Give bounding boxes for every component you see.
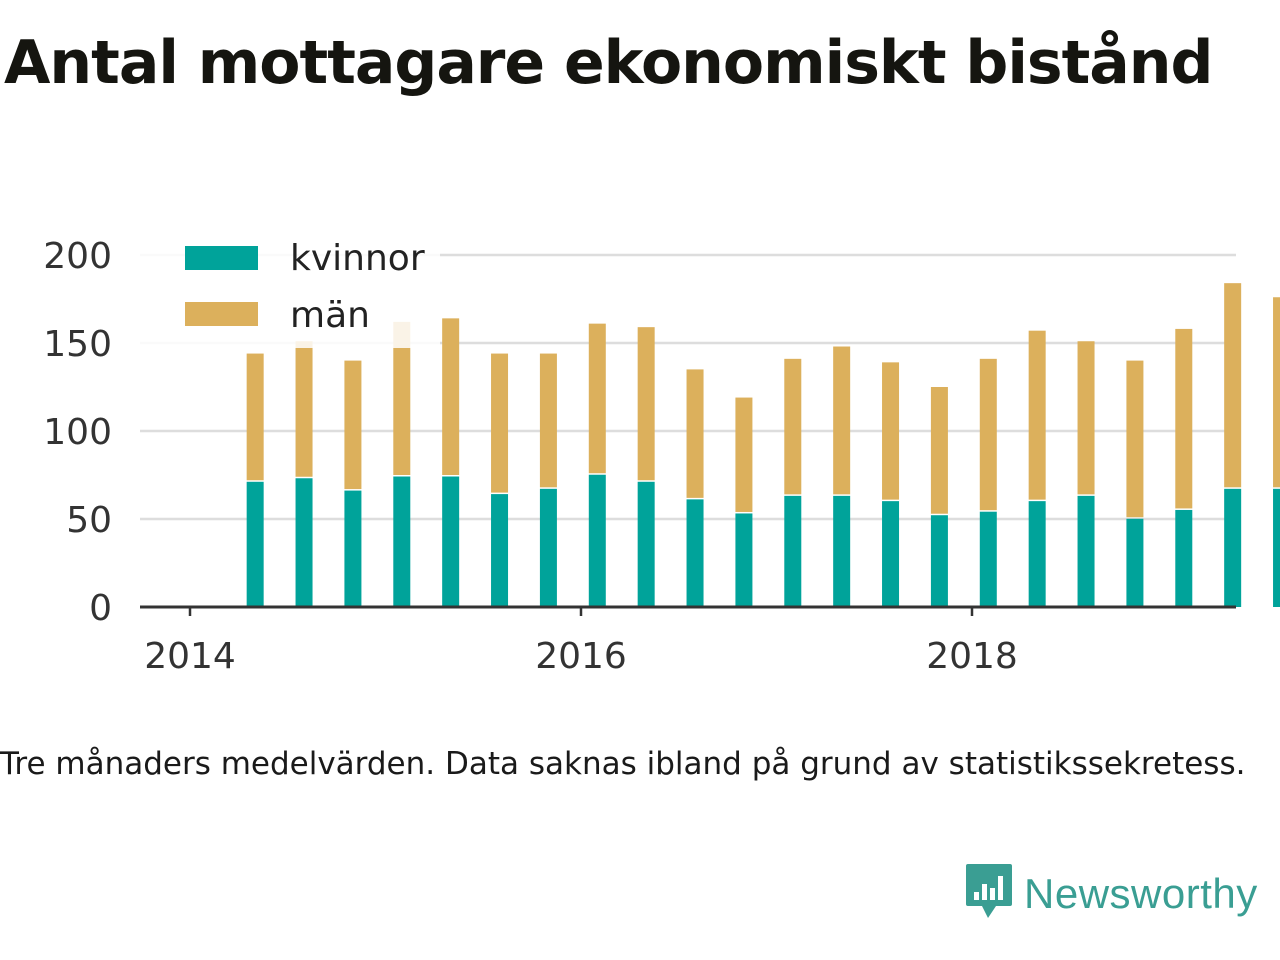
bar-kvinnor-2015-11 — [539, 488, 557, 607]
bar-man-2018-08 — [1077, 341, 1095, 495]
bar-kvinnor-2017-05 — [833, 495, 851, 607]
brand-name: Newsworthy — [1024, 870, 1258, 917]
bar-kvinnor-2016-02 — [588, 474, 606, 607]
bar-kvinnor-2018-11 — [1126, 518, 1144, 607]
bar-man-2014-11 — [344, 360, 362, 490]
x-tick-label-2014: 2014 — [144, 636, 236, 677]
bar-man-2016-08 — [686, 369, 704, 498]
bar-kvinnor-2014-11 — [344, 490, 362, 607]
legend-swatch-man — [185, 302, 258, 326]
bar-man-2017-02 — [784, 358, 802, 495]
bars — [246, 283, 1280, 607]
bar-kvinnor-2019-08 — [1273, 488, 1280, 607]
legend-swatch-kvinnor — [185, 246, 258, 270]
bar-kvinnor-2016-05 — [637, 481, 655, 607]
bar-kvinnor-2014-05 — [246, 481, 264, 607]
bar-kvinnor-2017-08 — [882, 501, 900, 607]
y-tick-label-150: 150 — [43, 324, 112, 365]
legend-label-man: män — [290, 295, 370, 336]
x-tick-label-2016: 2016 — [535, 636, 627, 677]
bar-kvinnor-2019-02 — [1175, 509, 1193, 607]
bar-man-2019-02 — [1175, 328, 1193, 509]
bar-kvinnor-2018-02 — [979, 511, 997, 607]
bar-man-2015-02 — [393, 321, 411, 475]
bar-man-2014-08 — [295, 341, 313, 477]
bar-kvinnor-2019-05 — [1224, 488, 1242, 607]
bar-kvinnor-2016-11 — [735, 513, 753, 607]
bar-kvinnor-2018-08 — [1077, 495, 1095, 607]
bar-kvinnor-2017-11 — [930, 515, 948, 607]
bar-man-2018-11 — [1126, 360, 1144, 518]
bar-kvinnor-2015-08 — [491, 494, 509, 607]
brand-logo[interactable]: Newsworthy — [964, 862, 1258, 926]
y-tick-labels: 0 50 100 150 200 — [43, 236, 112, 629]
bar-man-2017-08 — [882, 362, 900, 500]
y-tick-label-50: 50 — [66, 500, 112, 541]
bar-man-2016-05 — [637, 327, 655, 481]
bar-man-2019-08 — [1273, 297, 1280, 488]
bar-man-2015-05 — [442, 318, 460, 475]
x-tick-label-2018: 2018 — [926, 636, 1018, 677]
bar-man-2018-05 — [1028, 330, 1046, 500]
legend: kvinnor män — [140, 236, 440, 348]
bar-man-2017-11 — [930, 387, 948, 514]
chart-title: Antal mottagare ekonomiskt bistånd — [4, 28, 1213, 98]
bar-man-2018-02 — [979, 358, 997, 511]
bar-kvinnor-2015-05 — [442, 476, 460, 607]
bar-man-2015-11 — [539, 353, 557, 488]
footnote: Tre månaders medelvärden. Data saknas ib… — [0, 746, 1246, 782]
bar-kvinnor-2014-08 — [295, 478, 313, 607]
y-tick-label-100: 100 — [43, 412, 112, 453]
bar-kvinnor-2017-02 — [784, 495, 802, 607]
legend-label-kvinnor: kvinnor — [290, 238, 425, 279]
bar-kvinnor-2018-05 — [1028, 501, 1046, 607]
bar-man-2019-05 — [1224, 283, 1242, 488]
x-ticks: 201420162018202020222024 — [144, 607, 1018, 677]
y-tick-label-0: 0 — [89, 588, 112, 629]
bar-man-2016-02 — [588, 323, 606, 474]
bar-man-2014-05 — [246, 353, 264, 481]
bar-kvinnor-2015-02 — [393, 476, 411, 607]
newsworthy-logo-icon — [964, 862, 1014, 926]
bar-man-2017-05 — [833, 346, 851, 495]
bar-man-2016-11 — [735, 397, 753, 512]
bar-kvinnor-2016-08 — [686, 499, 704, 607]
bar-man-2015-08 — [491, 353, 509, 493]
y-tick-label-200: 200 — [43, 236, 112, 277]
